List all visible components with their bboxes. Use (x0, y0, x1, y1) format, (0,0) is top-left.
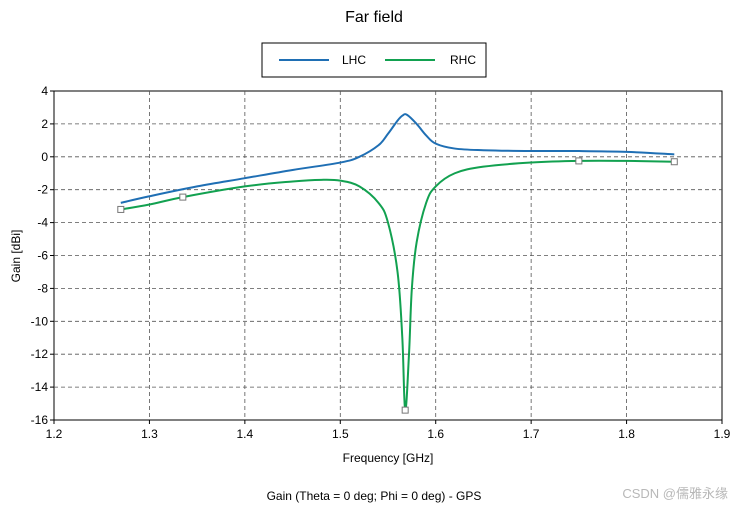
data-marker-rhc (575, 157, 583, 165)
y-tick-label: -8 (37, 281, 48, 295)
data-marker-rhc (179, 193, 187, 201)
x-tick-label: 1.5 (332, 427, 349, 441)
legend-label-lhc: LHC (342, 53, 366, 67)
grid (54, 91, 722, 420)
y-tick-label: 2 (41, 117, 48, 131)
y-tick-label: -10 (31, 314, 49, 328)
series-markers (117, 157, 678, 414)
series-line-lhc (120, 113, 675, 204)
chart-title: Far field (345, 9, 403, 26)
y-tick-label: -12 (31, 347, 49, 361)
x-axis-label: Frequency [GHz] (343, 451, 434, 465)
x-tick-label: 1.2 (46, 427, 63, 441)
data-marker-rhc (670, 158, 678, 166)
series-lines (120, 113, 675, 412)
y-tick-label: -6 (37, 249, 48, 263)
legend: LHC RHC (261, 42, 487, 78)
y-axis-label: Gain [dBi] (9, 230, 23, 283)
x-tick-label: 1.4 (237, 427, 254, 441)
y-tick-label: -14 (31, 380, 49, 394)
y-tick-label: -4 (37, 216, 48, 230)
legend-label-rhc: RHC (450, 53, 476, 67)
y-tick-label: -2 (37, 183, 48, 197)
data-marker-rhc (117, 205, 125, 213)
x-tick-label: 1.6 (427, 427, 444, 441)
x-tick-label: 1.9 (714, 427, 731, 441)
x-tick-label: 1.8 (618, 427, 635, 441)
y-tick-label: 0 (41, 150, 48, 164)
x-tick-label: 1.7 (523, 427, 540, 441)
series-line-rhc (120, 159, 675, 412)
tick-labels: 1.2 1.3 1.4 1.5 1.6 1.7 1.8 1.9 4 2 0 -2 -4 -6 -8 -10 -1… (31, 84, 731, 441)
y-tick-label: -16 (31, 413, 49, 427)
x-tick-label: 1.3 (141, 427, 158, 441)
data-marker-rhc (401, 406, 409, 414)
watermark: CSDN @儒雅永缘 (622, 486, 728, 501)
y-tick-label: 4 (41, 84, 48, 98)
chart-caption: Gain (Theta = 0 deg; Phi = 0 deg) - GPS (267, 489, 482, 503)
